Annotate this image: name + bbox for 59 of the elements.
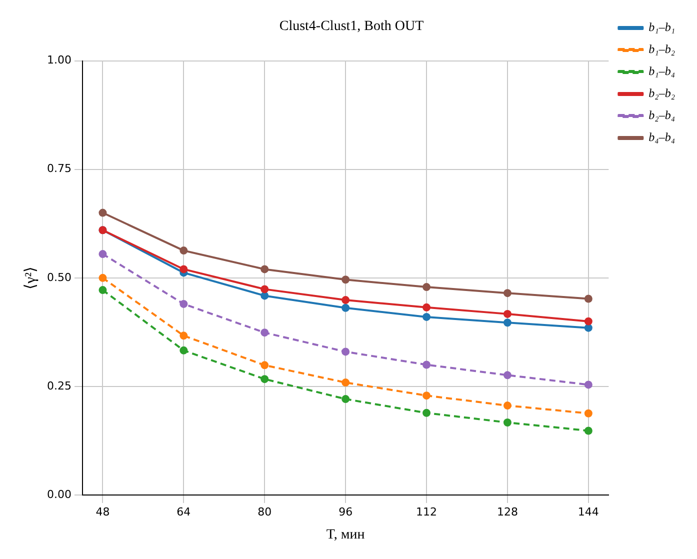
point [98,274,107,282]
point [180,265,188,274]
point [260,361,269,370]
point [422,303,431,312]
legend-label: b₄–b₄ [648,130,675,144]
legend-label: b₂–b₄ [648,108,675,122]
point [342,304,350,312]
point [98,250,107,258]
y-tick-label: 0.25 [46,379,72,392]
point [342,348,350,356]
point [503,371,512,380]
point [260,285,269,294]
y-tick-label: 0.75 [46,162,72,176]
point [422,360,431,369]
point [584,409,592,418]
point [503,318,512,327]
y-tick-label: 0.00 [46,488,72,501]
y-tick-label: 1.00 [46,54,72,67]
legend-label: b₂–b₂ [648,86,675,100]
chart-title: Clust4-Clust1, Both OUT [279,19,424,34]
point [584,324,592,332]
point [342,276,350,284]
legend-label: b₁–b₄ [648,64,675,78]
point [584,380,592,389]
point [260,265,269,274]
point [342,395,350,404]
point [98,286,107,294]
point [342,296,350,304]
point [503,310,512,318]
point [98,208,107,217]
point [180,300,188,308]
point [584,317,592,326]
legend-label: b₁–b₂ [648,42,675,56]
x-tick-label: 144 [578,505,599,518]
y-tick-label: 0.50 [46,270,72,284]
point [422,283,431,292]
x-tick-label: 128 [496,505,518,518]
x-tick-label: 96 [338,505,353,518]
x-axis-title: T, мин [326,527,366,542]
legend-label: b₁–b₁ [648,20,675,34]
point [503,289,512,298]
point [503,418,512,426]
point [342,378,350,387]
point [180,246,188,255]
y-axis-title: ⟨γ²⟩ [22,266,39,290]
point [422,312,431,321]
x-tick-label: 64 [176,505,191,518]
point [180,346,188,354]
x-tick-label: 112 [416,505,438,518]
point [422,392,431,400]
point [584,426,592,435]
x-tick-label: 80 [258,505,272,518]
point [422,408,431,417]
point [584,294,592,303]
point [260,328,269,337]
point [260,375,269,384]
point [503,402,512,410]
point [180,332,188,340]
x-tick-label: 48 [96,505,110,518]
